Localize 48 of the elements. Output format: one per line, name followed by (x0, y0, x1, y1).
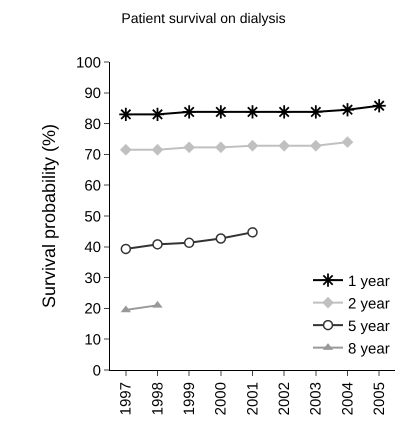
y-tick-label: 20 (84, 300, 101, 318)
y-tick-label: 40 (84, 239, 101, 256)
point (152, 239, 163, 250)
y-tick-label: 60 (84, 177, 101, 194)
point (120, 144, 132, 156)
y-tick-label: 30 (84, 270, 101, 287)
y-tick-label: 50 (84, 208, 101, 226)
point (182, 104, 197, 120)
point (278, 140, 290, 152)
x-tick-label: 2004 (339, 382, 356, 416)
point (184, 238, 194, 248)
point (118, 106, 134, 122)
x-tick-label: 2000 (212, 382, 230, 416)
point (372, 98, 387, 114)
point (245, 104, 260, 120)
y-tick-label: 100 (76, 54, 101, 72)
point (120, 244, 132, 254)
x-tick-label: 1998 (149, 382, 166, 416)
x-tick-label: 2005 (371, 382, 388, 416)
point (150, 106, 165, 122)
point (247, 227, 258, 238)
point (183, 141, 196, 154)
legend-label: 8 year (348, 340, 390, 358)
x-tick-label: 2001 (244, 382, 262, 416)
point (310, 140, 322, 152)
point (216, 233, 226, 244)
point (213, 104, 228, 120)
legend-label: 1 year (348, 272, 390, 290)
point (246, 140, 258, 152)
chart-title: Patient survival on dialysis (121, 10, 286, 26)
legend-label: 2 year (348, 295, 390, 312)
y-tick-label: 10 (84, 331, 101, 348)
x-tick-label: 1997 (118, 382, 135, 416)
point (214, 141, 227, 154)
y-tick-label: 80 (84, 116, 101, 133)
legend-label: 5 year (348, 318, 390, 335)
y-tick-label: 90 (84, 85, 101, 102)
point (308, 104, 324, 120)
x-tick-label: 2003 (308, 382, 325, 416)
point (152, 144, 164, 156)
x-tick-label: 1999 (181, 382, 198, 416)
y-tick-label: 70 (84, 146, 101, 164)
point (276, 104, 292, 120)
y-axis-title: Survival probability (%) (39, 124, 60, 308)
point (340, 102, 355, 118)
x-tick-label: 2002 (276, 382, 294, 416)
point (342, 136, 354, 148)
y-tick-label: 0 (92, 362, 101, 380)
